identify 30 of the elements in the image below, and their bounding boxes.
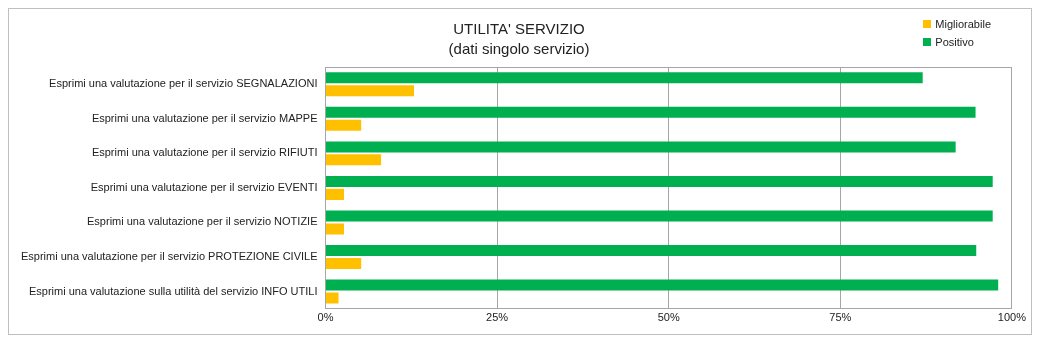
bar: [325, 106, 976, 118]
y-tick-label: Esprimi una valutazione per il servizio PROTEZIONE CIVILE: [20, 250, 318, 263]
bar: [325, 188, 345, 200]
x-tick-label: 75%: [829, 311, 852, 324]
chart-title: UTILITA' SERVIZIO: [452, 19, 586, 39]
bar: [325, 245, 977, 257]
x-tick-label: 25%: [486, 311, 509, 324]
x-tick-label: 100%: [997, 311, 1027, 324]
bar: [325, 292, 339, 304]
bar: [325, 154, 382, 166]
y-tick-label: Esprimi una valutazione per il servizio NOTIZIE: [87, 215, 318, 228]
y-tick-label: Esprimi una valutazione per il servizio SEGNALAZIONI: [49, 77, 318, 90]
y-tick-label: Esprimi una valutazione sulla utilità del servizio INFO UTILI: [28, 284, 318, 297]
legend-label: Migliorabile: [935, 17, 991, 32]
bar: [325, 119, 362, 131]
bar: [325, 175, 993, 187]
bar: [325, 257, 362, 269]
bar: [325, 72, 923, 84]
x-tick-label: 50%: [657, 311, 680, 324]
legend-label: Positivo: [935, 35, 974, 50]
bar: [325, 210, 993, 222]
y-tick-label: Esprimi una valutazione per il servizio EVENTI: [90, 180, 318, 193]
bar: [325, 279, 999, 291]
bar: [325, 223, 345, 235]
y-tick-label: Esprimi una valutazione per il servizio MAPPE: [91, 111, 318, 124]
chart-subtitle: (dati singolo servizio): [447, 39, 591, 59]
bar: [325, 141, 956, 153]
x-tick-label: 0%: [317, 311, 334, 324]
y-tick-label: Esprimi una valutazione per il servizio RIFIUTI: [91, 146, 318, 159]
bar: [325, 85, 415, 97]
